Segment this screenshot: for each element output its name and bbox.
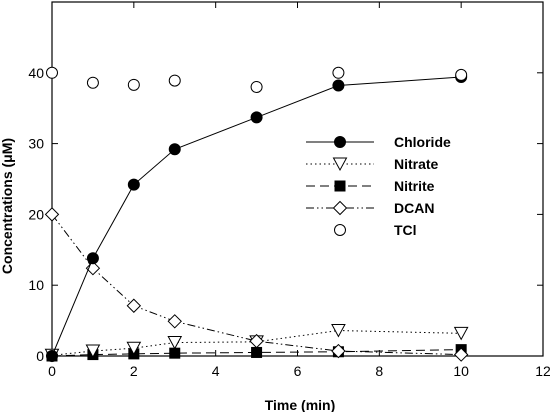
x-tick-label: 0 bbox=[48, 363, 56, 379]
nitrate-point bbox=[331, 324, 346, 338]
chloride-point bbox=[332, 79, 345, 92]
x-tick-label: 2 bbox=[130, 363, 138, 379]
nitrate-point bbox=[85, 344, 101, 359]
x-axis-title: Time (min) bbox=[265, 397, 336, 412]
nitrate-point bbox=[126, 341, 142, 356]
chloride-point bbox=[168, 143, 181, 156]
dcan-point bbox=[167, 314, 182, 329]
y-tick-label: 40 bbox=[28, 65, 44, 81]
legend-label-nitrate: Nitrate bbox=[394, 156, 439, 172]
legend-item-tcl: TCl bbox=[334, 222, 417, 238]
chloride-point bbox=[250, 111, 263, 124]
y-tick-label: 10 bbox=[28, 277, 44, 293]
x-tick-label: 12 bbox=[535, 363, 550, 379]
tcl-point bbox=[46, 66, 58, 79]
legend-label-nitrite: Nitrite bbox=[394, 178, 435, 194]
nitrite-point bbox=[169, 347, 181, 359]
dcan-point bbox=[331, 343, 346, 359]
x-tick-label: 8 bbox=[375, 363, 383, 379]
y-axis-title: Concentrations (μM) bbox=[0, 138, 15, 274]
legend-marker-nitrite bbox=[334, 180, 346, 192]
x-tick-label: 10 bbox=[453, 363, 469, 379]
legend-label-chloride: Chloride bbox=[394, 134, 451, 150]
y-tick-label: 0 bbox=[36, 348, 44, 364]
x-tick-label: 6 bbox=[294, 363, 302, 379]
nitrite-point bbox=[251, 346, 263, 358]
legend-label-tcl: TCl bbox=[394, 222, 417, 238]
legend-item-dcan: DCAN bbox=[306, 200, 434, 216]
dcan-point bbox=[249, 333, 264, 349]
dcan-point bbox=[453, 347, 469, 362]
legend-item-nitrate: Nitrate bbox=[306, 156, 439, 172]
dcan-point bbox=[126, 298, 142, 313]
legend-marker-chloride bbox=[334, 136, 346, 148]
legend-marker-tcl bbox=[334, 224, 346, 236]
tcl-point bbox=[127, 78, 140, 91]
tcl-point bbox=[332, 66, 345, 79]
tcl-point bbox=[455, 68, 468, 81]
tcl-point bbox=[86, 76, 99, 89]
series-layer bbox=[44, 66, 469, 363]
legend-item-chloride: Chloride bbox=[306, 134, 451, 150]
legend-item-nitrite: Nitrite bbox=[306, 178, 435, 194]
legend-label-dcan: DCAN bbox=[394, 200, 434, 216]
chloride-point bbox=[127, 178, 140, 191]
tcl-point bbox=[250, 80, 263, 93]
y-tick-label: 30 bbox=[28, 136, 44, 152]
y-tick-label: 20 bbox=[28, 206, 44, 222]
legend-marker-dcan bbox=[332, 200, 348, 216]
series-dcan bbox=[44, 207, 469, 362]
series-tcl bbox=[46, 66, 468, 93]
legend-marker-nitrate bbox=[332, 157, 348, 172]
x-tick-label: 4 bbox=[212, 363, 220, 379]
nitrate-point bbox=[453, 326, 469, 341]
legend: Chloride Nitrate Nitrite DCAN TCl bbox=[306, 134, 451, 238]
nitrate-point bbox=[167, 336, 183, 350]
dcan-point bbox=[44, 207, 60, 222]
chloride-point bbox=[46, 350, 58, 362]
tcl-point bbox=[168, 74, 181, 87]
chloride-point bbox=[86, 252, 99, 265]
